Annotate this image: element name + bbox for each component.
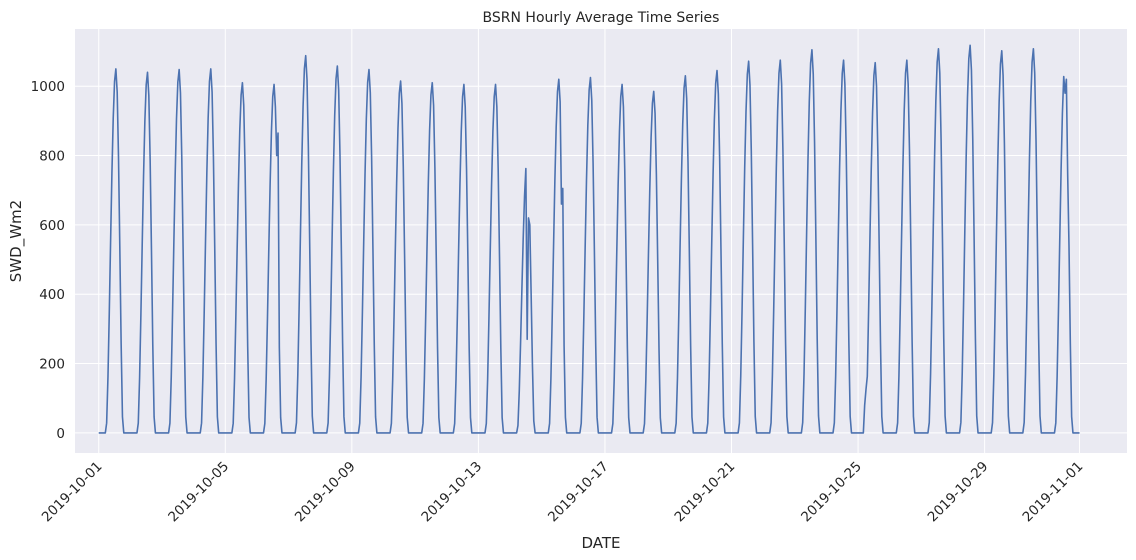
x-tick-label: 2019-10-13: [418, 459, 485, 526]
y-tick-label: 600: [39, 218, 65, 234]
x-tick-label: 2019-10-05: [165, 459, 232, 526]
x-gridlines: [98, 29, 1081, 453]
x-tick-label: 2019-10-17: [545, 459, 612, 526]
x-tick-label: 2019-11-01: [1020, 459, 1087, 526]
x-tick-label: 2019-10-25: [798, 459, 865, 526]
x-tick-label: 2019-10-29: [925, 459, 992, 526]
y-tick-label: 400: [39, 287, 65, 303]
x-axis-label: DATE: [581, 534, 620, 552]
chart-title: BSRN Hourly Average Time Series: [483, 10, 720, 26]
x-tick-label: 2019-10-01: [39, 459, 106, 526]
plot-area: [75, 29, 1127, 453]
y-axis-label: SWD_Wm2: [7, 200, 26, 282]
y-tick-label: 0: [56, 426, 65, 442]
series-line-swd: [98, 44, 1080, 434]
y-tick-label: 800: [39, 149, 65, 165]
x-tick-labels: 2019-10-01 2019-10-05 2019-10-09 2019-10-13…: [39, 459, 1087, 526]
y-tick-label: 1000: [31, 79, 65, 95]
x-tick-label: 2019-10-09: [292, 459, 359, 526]
y-tick-labels: 0 200 400 600 800 1000: [31, 79, 65, 442]
y-tick-label: 200: [39, 357, 65, 373]
x-tick-label: 2019-10-21: [672, 459, 739, 526]
